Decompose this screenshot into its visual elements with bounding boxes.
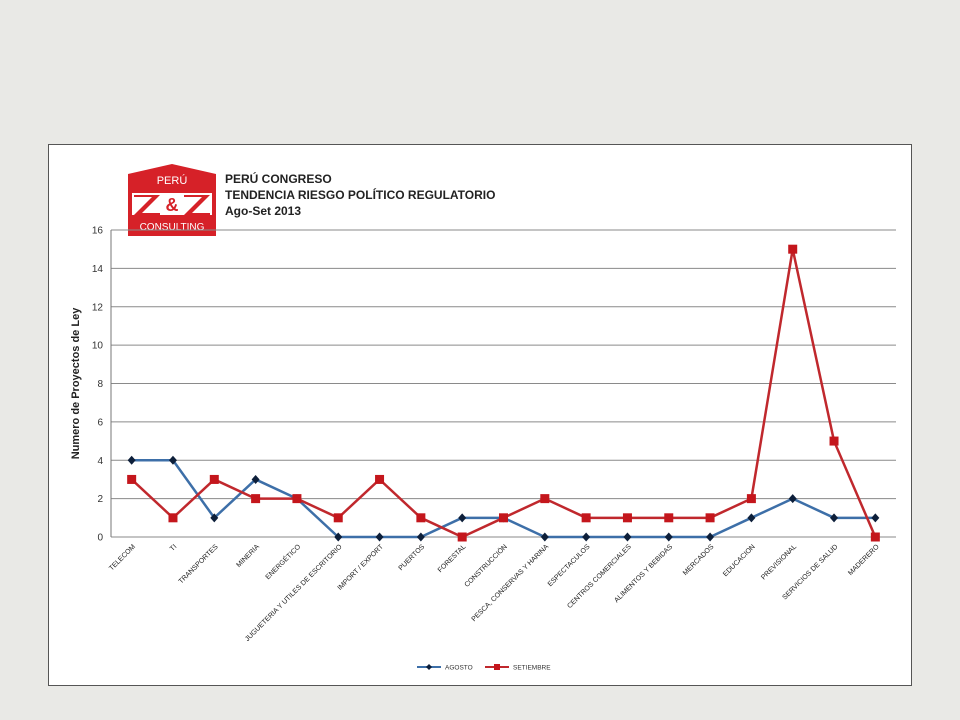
data-point-agosto [830, 513, 839, 523]
data-point-setiembre [333, 513, 343, 523]
data-point-setiembre [251, 494, 261, 504]
data-point-agosto [664, 532, 673, 542]
x-tick-label: ESPECTACULOS [547, 543, 592, 588]
data-point-agosto [458, 513, 467, 523]
y-tick-label: 2 [97, 494, 103, 505]
y-tick-label: 4 [97, 456, 103, 467]
x-tick-label: JUGUETERIA Y UTILES DE ESCRITORIO [244, 543, 344, 643]
data-point-setiembre [581, 513, 591, 523]
data-point-setiembre [168, 513, 178, 523]
zz-consulting-logo: PERÚ & CONSULTING [128, 164, 216, 236]
y-tick-label: 8 [97, 379, 103, 390]
data-point-agosto [540, 532, 549, 542]
svg-text:CONSULTING: CONSULTING [140, 222, 205, 233]
legend-marker-agosto [426, 664, 432, 670]
chart-frame: PERÚ & CONSULTING PERÚ CONGRESO TENDENCI… [48, 144, 912, 686]
x-tick-label: ENERGÉTICO [263, 542, 302, 581]
x-tick-label: MINERIA [235, 543, 261, 569]
series-line-setiembre [130, 247, 877, 539]
y-tick-label: 16 [92, 226, 104, 237]
data-point-agosto [127, 455, 136, 465]
data-point-agosto [334, 532, 343, 542]
data-point-setiembre [209, 474, 219, 484]
y-tick-label: 10 [92, 341, 104, 352]
data-point-setiembre [457, 532, 467, 542]
svg-text:&: & [166, 195, 179, 215]
x-tick-label: PREVISIONAL [760, 543, 798, 581]
y-tick-label: 14 [92, 264, 104, 275]
y-axis-title: Numero de Proyectos de Ley [70, 307, 82, 459]
x-tick-label: MERCADOS [682, 543, 716, 577]
legend-label-agosto: AGOSTO [445, 665, 473, 672]
data-point-agosto [871, 513, 880, 523]
data-point-setiembre [540, 494, 550, 504]
x-tick-label: TRANSPORTES [178, 543, 220, 585]
data-point-setiembre [705, 513, 715, 523]
x-tick-label: FORESTAL [437, 543, 468, 574]
x-tick-label: PESCA, CONSERVAS Y HARINA [471, 543, 551, 623]
data-point-agosto [582, 532, 591, 542]
x-tick-label: IMPORT / EXPORT [337, 543, 386, 592]
chart-title-line-1: PERÚ CONGRESO [225, 172, 332, 186]
legend-label-setiembre: SETIEMBRE [513, 665, 551, 672]
data-point-agosto [416, 532, 425, 542]
y-tick-label: 0 [97, 533, 103, 544]
data-point-setiembre [292, 494, 302, 504]
y-tick-label: 6 [97, 417, 103, 428]
x-tick-label: PUERTOS [398, 543, 427, 572]
svg-text:PERÚ: PERÚ [157, 174, 188, 187]
x-tick-label: EDUCACION [722, 543, 757, 578]
data-point-setiembre [622, 513, 632, 523]
data-point-agosto [747, 513, 756, 523]
chart-title: PERÚ CONGRESO TENDENCIA RIESGO POLÍTICO … [225, 171, 495, 219]
data-point-agosto [210, 513, 219, 523]
data-point-agosto [788, 494, 797, 504]
x-tick-label: MADERERO [847, 543, 881, 577]
x-tick-label: TI [169, 543, 178, 552]
data-point-setiembre [829, 436, 839, 446]
x-tick-label: TELECOM [108, 543, 137, 572]
chart-title-line-2: TENDENCIA RIESGO POLÍTICO REGULATORIO [225, 188, 496, 202]
y-tick-label: 12 [92, 302, 104, 313]
data-point-agosto [375, 532, 384, 542]
data-point-setiembre [499, 513, 508, 523]
data-point-setiembre [664, 513, 674, 523]
data-point-agosto [251, 474, 260, 484]
data-point-setiembre [788, 244, 798, 254]
x-tick-label: CONSTRUCCIÓN [462, 542, 509, 589]
chart-title-line-3: Ago-Set 2013 [225, 204, 302, 218]
data-point-setiembre [746, 494, 756, 504]
data-point-agosto [168, 455, 177, 465]
data-point-setiembre [127, 474, 137, 484]
data-point-setiembre [375, 474, 385, 484]
data-point-setiembre [870, 532, 880, 542]
data-point-agosto [623, 532, 632, 542]
data-point-setiembre [416, 513, 426, 523]
legend-marker-setiembre [494, 664, 500, 670]
line-chart: 0 2 4 6 8 10 12 14 16 Numero de Proyectos de Ley T… [70, 226, 896, 672]
data-point-agosto [706, 532, 715, 542]
